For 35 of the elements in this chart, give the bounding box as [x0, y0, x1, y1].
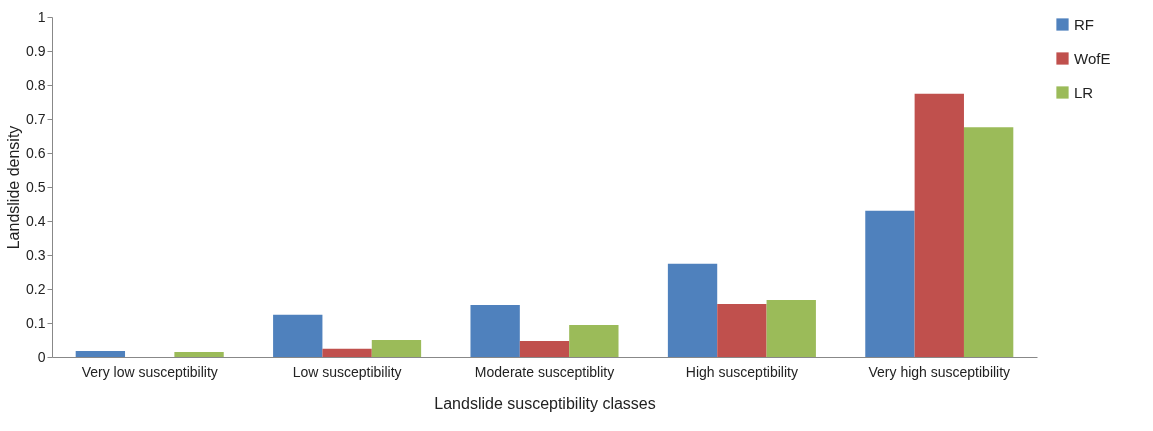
bar	[371, 340, 422, 357]
bar	[519, 341, 570, 357]
y-tick-label: 0.5	[26, 178, 46, 195]
x-tick-label: Very high susceptibility	[868, 363, 1011, 380]
legend-label: RF	[1074, 15, 1094, 33]
x-axis-title: Landslide susceptibility classes	[434, 394, 656, 412]
bar	[569, 325, 619, 357]
legend-label: WofE	[1074, 49, 1111, 67]
y-tick-label: 0.4	[26, 212, 46, 229]
bar	[75, 350, 126, 357]
bar	[766, 299, 816, 357]
bar	[174, 351, 224, 357]
y-tick-label: 0.3	[26, 246, 46, 263]
bar	[865, 210, 915, 357]
legend-label: LR	[1074, 83, 1094, 101]
y-tick-label: 0	[37, 348, 46, 365]
y-tick-label: 1	[37, 8, 46, 25]
x-tick-label: Very low susceptibility	[81, 363, 218, 380]
y-tick-label: 0.7	[26, 110, 46, 127]
bar	[717, 303, 767, 357]
y-tick-label: 0.9	[26, 42, 46, 59]
x-tick-label: Moderate susceptiblity	[474, 363, 615, 380]
bar	[914, 93, 964, 357]
y-tick-label: 0.8	[26, 76, 46, 93]
y-tick-label: 0.2	[26, 280, 46, 297]
y-axis-title: Landslide density	[5, 125, 23, 250]
x-tick-label: Low susceptibility	[292, 363, 402, 380]
bar	[470, 304, 520, 357]
bar	[322, 348, 372, 357]
y-tick-label: 0.1	[26, 314, 46, 331]
y-tick-label: 0.6	[26, 144, 46, 161]
x-tick-label: High susceptibility	[685, 363, 798, 380]
bar	[667, 263, 718, 357]
bar	[963, 127, 1014, 357]
bar	[273, 314, 323, 357]
